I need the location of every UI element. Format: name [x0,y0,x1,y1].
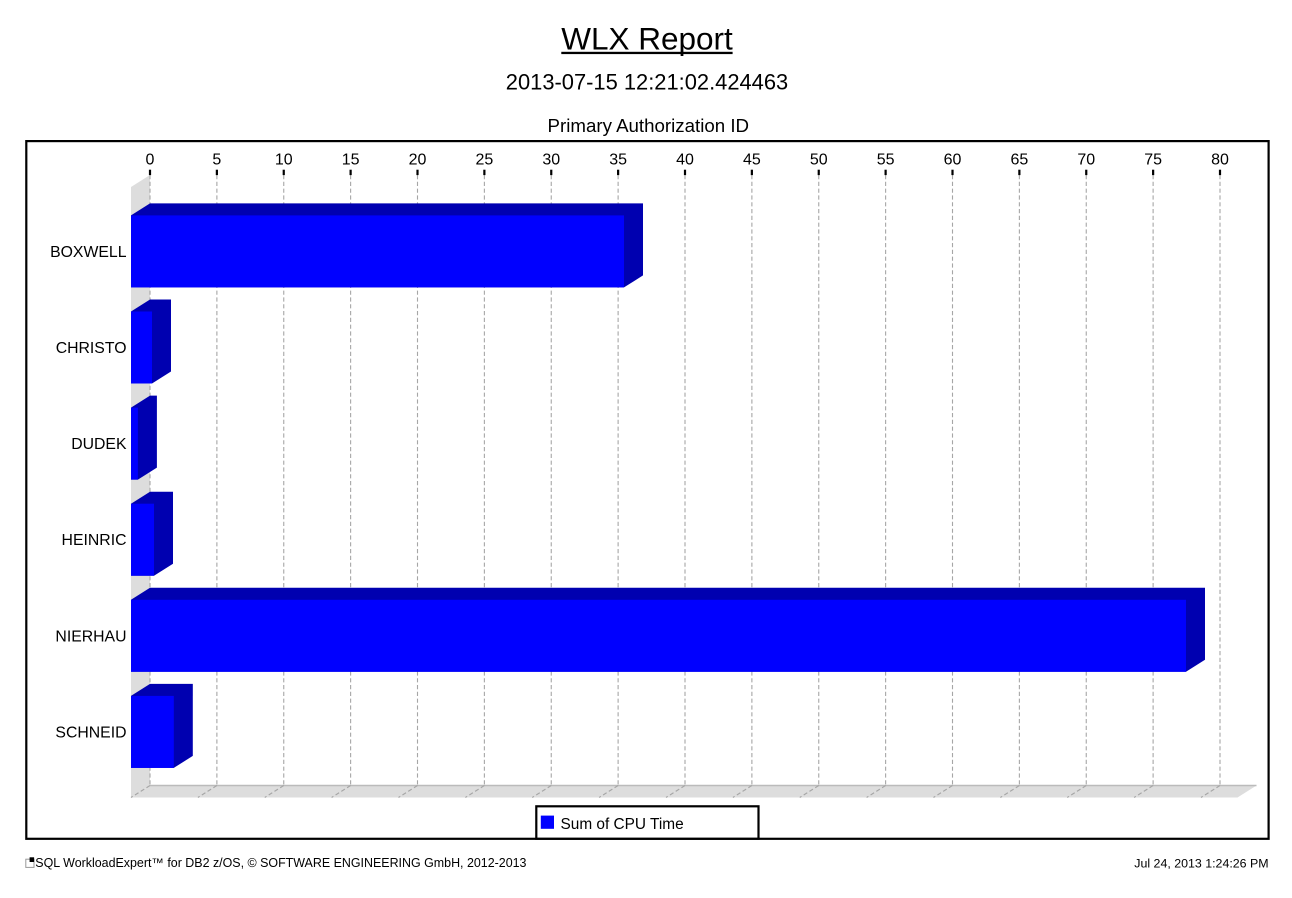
svg-text:45: 45 [743,152,761,169]
svg-text:5: 5 [212,152,221,169]
svg-text:30: 30 [542,152,560,169]
svg-text:75: 75 [1144,152,1162,169]
svg-text:NIERHAU: NIERHAU [55,628,126,645]
svg-text:15: 15 [342,152,360,169]
svg-text:2013-07-15 12:21:02.424463: 2013-07-15 12:21:02.424463 [506,70,788,95]
svg-text:SCHNEID: SCHNEID [55,724,126,741]
svg-text:DUDEK: DUDEK [71,436,127,453]
svg-text:35: 35 [609,152,627,169]
svg-text:10: 10 [275,152,293,169]
svg-text:Jul 24, 2013 1:24:26 PM: Jul 24, 2013 1:24:26 PM [1134,857,1268,871]
svg-text:0: 0 [146,152,155,169]
svg-text:HEINRIC: HEINRIC [62,532,127,549]
svg-text:Sum of CPU Time: Sum of CPU Time [561,816,684,833]
svg-text:SQL WorkloadExpert™ for DB2 z/: SQL WorkloadExpert™ for DB2 z/OS, © SOFT… [35,856,526,870]
svg-text:25: 25 [475,152,493,169]
svg-text:20: 20 [409,152,427,169]
svg-text:Primary Authorization ID: Primary Authorization ID [548,115,749,136]
svg-text:WLX Report: WLX Report [561,21,733,57]
svg-text:60: 60 [944,152,962,169]
svg-text:BOXWELL: BOXWELL [50,244,127,261]
svg-text:55: 55 [877,152,895,169]
svg-text:70: 70 [1077,152,1095,169]
svg-text:65: 65 [1010,152,1028,169]
svg-text:80: 80 [1211,152,1229,169]
svg-text:50: 50 [810,152,828,169]
svg-text:40: 40 [676,152,694,169]
svg-text:CHRISTO: CHRISTO [56,340,127,357]
